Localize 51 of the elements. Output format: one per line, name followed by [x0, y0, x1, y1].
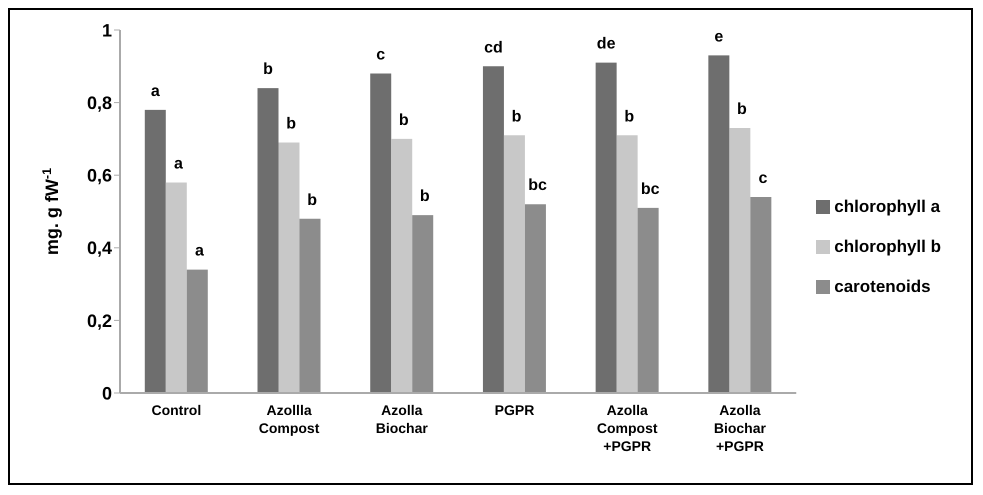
x-tick-label: Azolla Compost +PGPR — [596, 402, 658, 454]
annotation: b — [263, 61, 274, 78]
y-tick-label: 1 — [102, 20, 112, 40]
x-tick-label: Azolla Biochar — [376, 402, 428, 436]
bar — [616, 135, 638, 393]
bar — [258, 88, 279, 393]
bar — [638, 208, 659, 393]
annotation: e — [714, 28, 724, 46]
legend-label: chlorophyll b — [834, 236, 941, 256]
bar — [596, 62, 617, 393]
bar — [391, 138, 412, 393]
annotation: b — [398, 112, 409, 129]
bar — [278, 142, 300, 393]
annotation: bc — [640, 180, 660, 198]
bar — [144, 110, 166, 393]
y-tick-label: 0,8 — [86, 92, 112, 113]
x-tick-label: Azolla Biochar +PGPR — [714, 402, 767, 454]
y-tick-label: 0,4 — [86, 238, 112, 258]
bar — [370, 74, 392, 393]
bar — [524, 204, 546, 393]
annotation: de — [596, 36, 616, 53]
bar — [412, 215, 434, 393]
bar — [504, 135, 525, 393]
bar — [482, 66, 504, 393]
y-tick-label: 0,2 — [86, 310, 112, 331]
annotation: b — [286, 116, 296, 133]
y-tick-label: 0 — [102, 383, 112, 404]
legend-label: chlorophyll a — [834, 196, 940, 216]
legend-label: carotenoids — [834, 276, 931, 296]
annotation: b — [307, 192, 318, 209]
annotation: a — [174, 155, 183, 172]
annotation: b — [624, 108, 634, 126]
annotation: c — [758, 170, 768, 187]
annotation: cd — [484, 39, 503, 56]
x-tick-label: Azollla Compost — [258, 402, 320, 436]
bar — [300, 218, 321, 393]
bar — [729, 128, 750, 393]
annotation: a — [150, 82, 160, 100]
bar — [750, 196, 772, 393]
x-tick-label: Control — [151, 402, 202, 418]
bar — [166, 182, 187, 393]
annotation: b — [420, 188, 430, 206]
annotation: b — [512, 108, 522, 126]
bar — [708, 55, 730, 393]
bar — [186, 270, 208, 393]
y-tick-label: 0,6 — [86, 166, 112, 186]
x-tick-label: PGPR — [494, 402, 534, 418]
annotation: c — [376, 46, 386, 64]
annotation: a — [194, 242, 204, 260]
annotation: b — [737, 101, 748, 118]
annotation: bc — [528, 177, 547, 194]
